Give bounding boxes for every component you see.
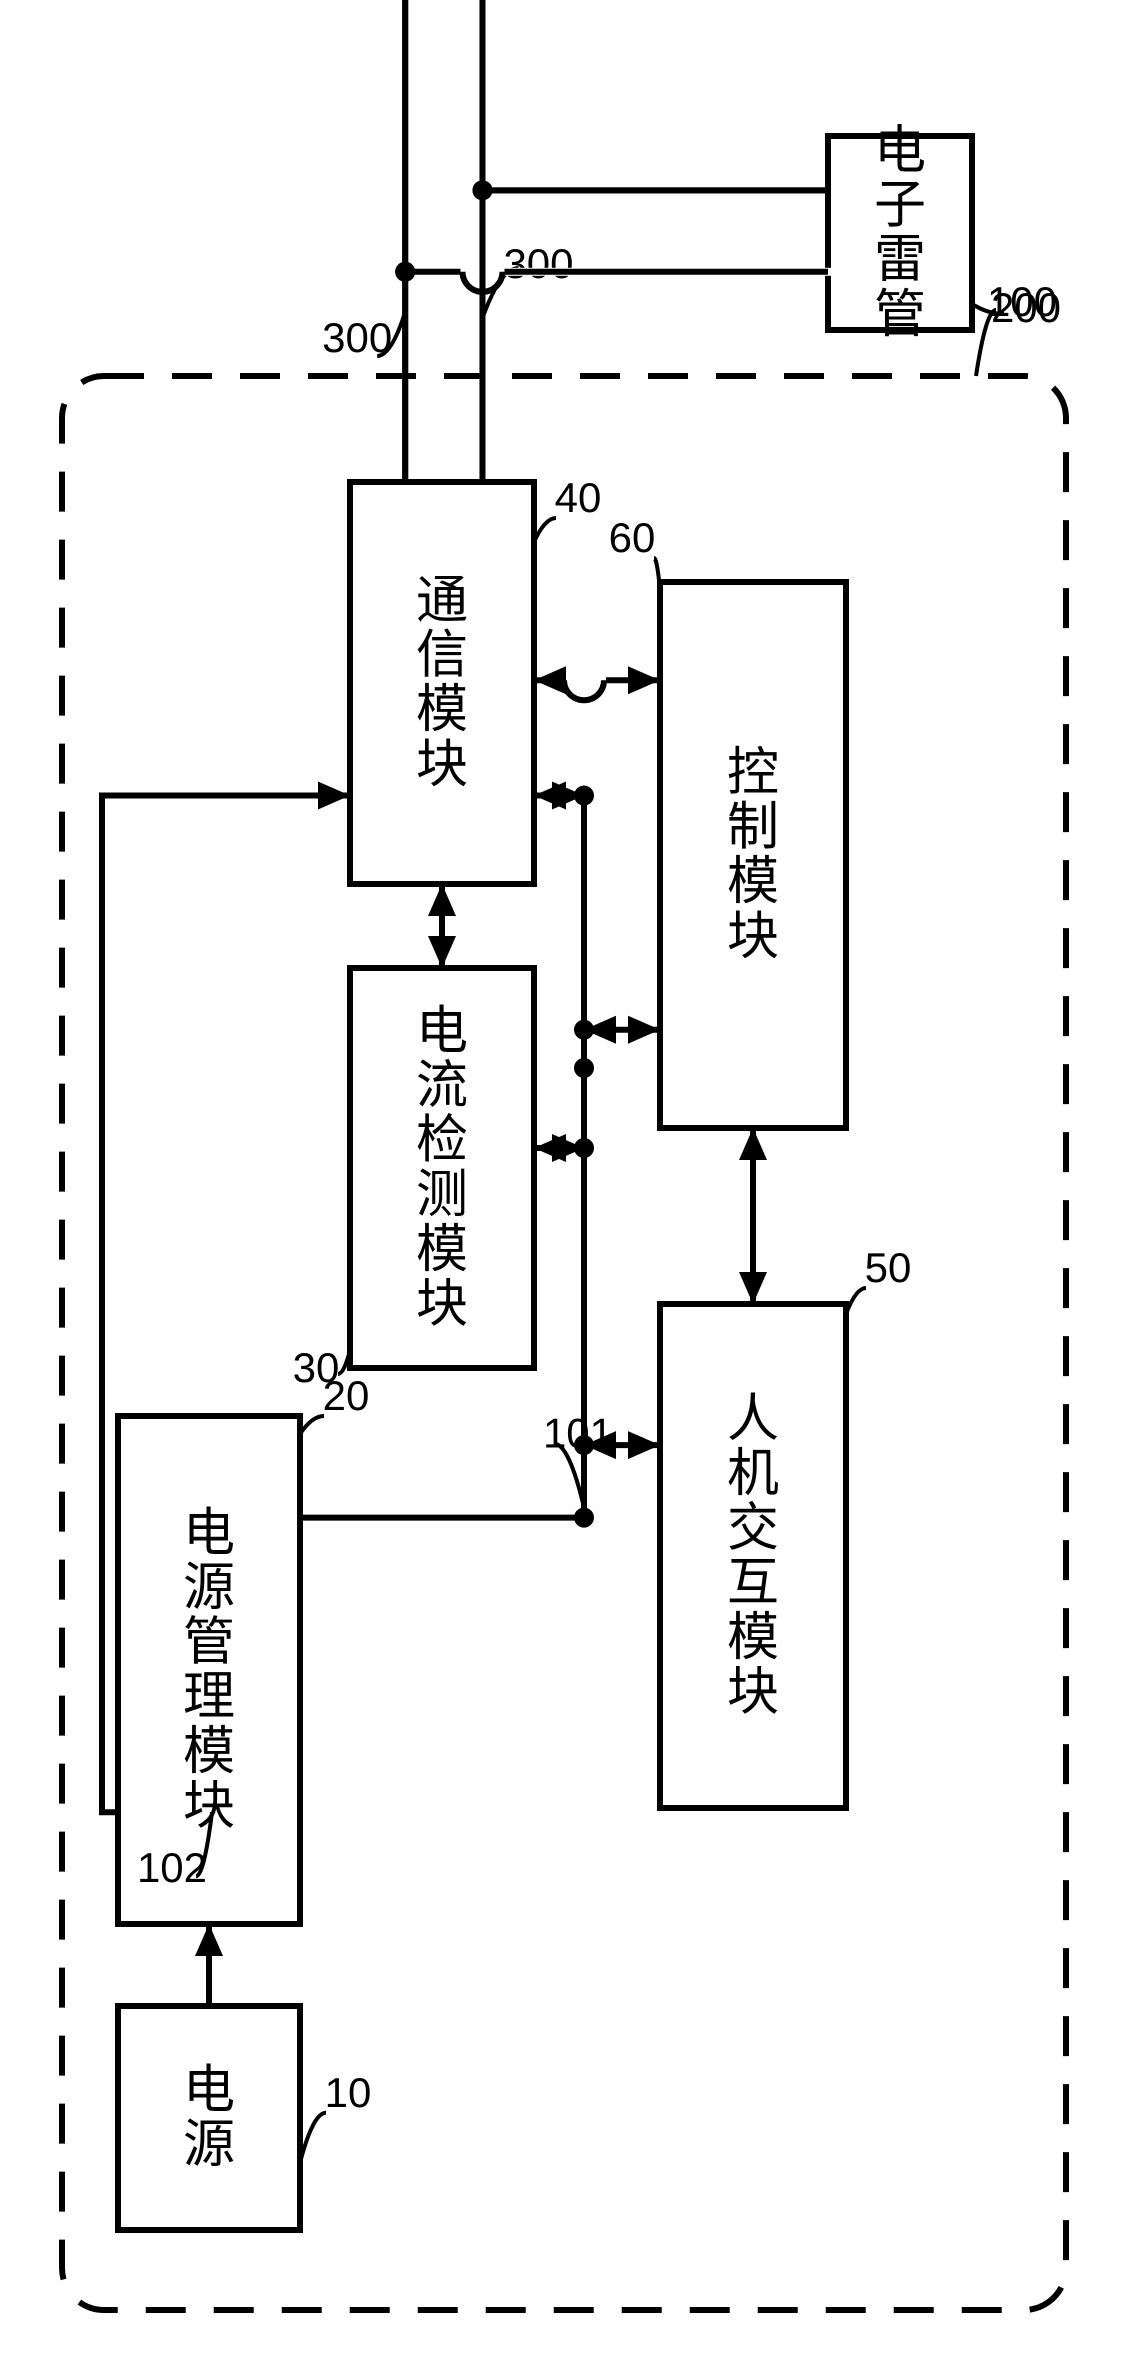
- ref-102: 102: [137, 1844, 207, 1891]
- svg-text:模: 模: [727, 1610, 779, 1667]
- label-det: 电子雷管: [874, 123, 926, 344]
- svg-text:块: 块: [416, 737, 468, 794]
- label-comm: 通信模块: [416, 573, 468, 794]
- ref-30: 30: [293, 1344, 340, 1391]
- svg-text:电: 电: [183, 1505, 235, 1562]
- svg-text:子: 子: [874, 178, 926, 235]
- svg-text:信: 信: [416, 628, 468, 685]
- svg-text:模: 模: [416, 1222, 468, 1279]
- svg-text:通: 通: [416, 573, 468, 630]
- svg-text:块: 块: [727, 1664, 779, 1721]
- svg-text:机: 机: [727, 1446, 779, 1503]
- svg-text:模: 模: [183, 1724, 235, 1781]
- label-ctrl: 控制模块: [727, 745, 779, 966]
- svg-text:交: 交: [727, 1501, 779, 1558]
- svg-text:源: 源: [183, 2117, 235, 2174]
- ref-300-lower: 300: [503, 240, 573, 287]
- svg-text:检: 检: [416, 1113, 468, 1170]
- label-power: 电源: [183, 2063, 235, 2175]
- svg-text:电: 电: [874, 123, 926, 180]
- label-cdm: 电流检测模块: [416, 1003, 468, 1333]
- svg-text:雷: 雷: [874, 232, 926, 289]
- svg-text:理: 理: [183, 1669, 235, 1726]
- ref-10: 10: [325, 2069, 372, 2116]
- svg-text:源: 源: [183, 1560, 235, 1617]
- block-diagram: 电源电源管理模块电流检测模块通信模块人机交互模块控制模块电子雷管10203040…: [0, 0, 1130, 2368]
- label-hmi: 人机交互模块: [727, 1391, 779, 1721]
- svg-text:流: 流: [416, 1058, 468, 1115]
- svg-text:模: 模: [416, 682, 468, 739]
- ref-40: 40: [555, 474, 602, 521]
- svg-text:块: 块: [727, 909, 779, 966]
- svg-text:电: 电: [183, 2063, 235, 2120]
- ref-60: 60: [609, 514, 656, 561]
- ref-50: 50: [865, 1244, 912, 1291]
- svg-text:电: 电: [416, 1003, 468, 1060]
- svg-text:测: 测: [416, 1167, 468, 1224]
- svg-text:互: 互: [727, 1555, 779, 1612]
- svg-text:制: 制: [727, 800, 779, 857]
- svg-text:管: 管: [874, 287, 926, 344]
- ref-100: 100: [987, 278, 1057, 325]
- label-pmm: 电源管理模块: [183, 1505, 235, 1835]
- svg-text:人: 人: [727, 1391, 779, 1448]
- svg-text:模: 模: [727, 854, 779, 911]
- svg-text:块: 块: [416, 1276, 468, 1333]
- svg-text:管: 管: [183, 1615, 235, 1672]
- ref-101: 101: [543, 1410, 613, 1457]
- svg-text:控: 控: [727, 745, 779, 802]
